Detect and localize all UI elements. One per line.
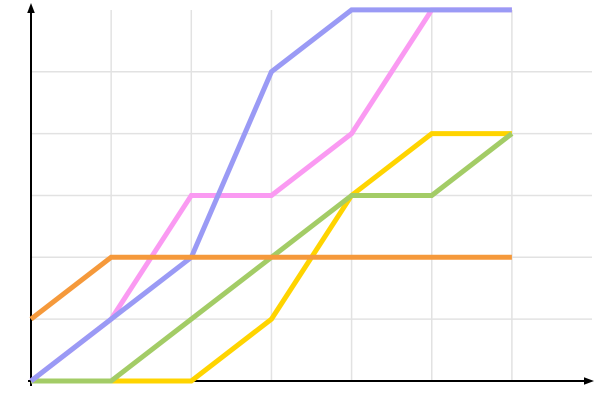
- y-axis-arrowhead-icon: [27, 3, 35, 13]
- series-purple-line: [29, 7, 512, 383]
- series-orange-line: [29, 254, 512, 322]
- x-axis-arrowhead-icon: [584, 377, 594, 385]
